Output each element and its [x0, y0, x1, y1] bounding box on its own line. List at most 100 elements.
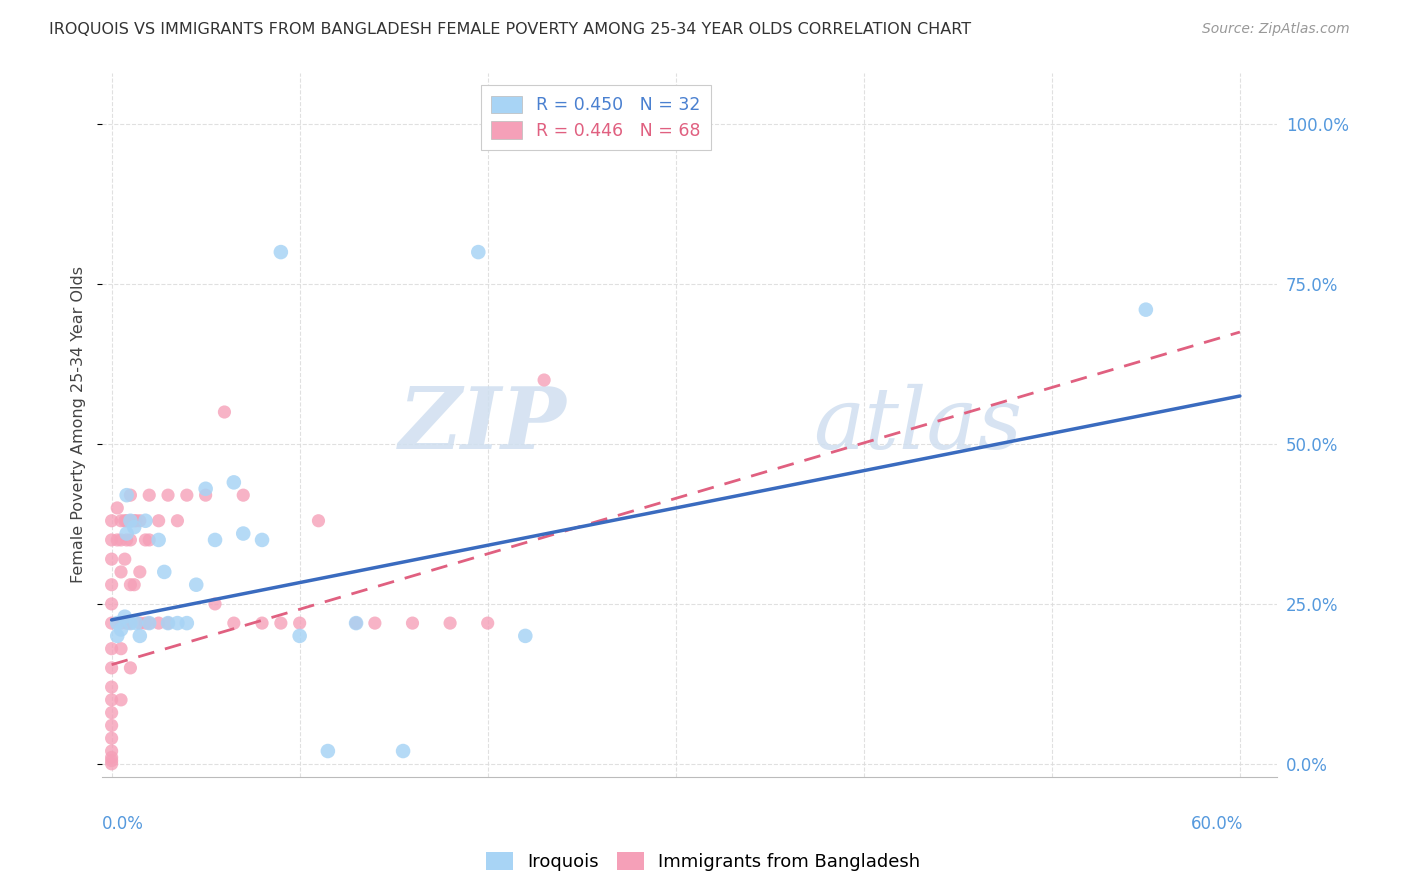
- Point: [105, 500, 128, 515]
- Text: atlas: atlas: [813, 384, 1022, 467]
- Point: [110, 616, 132, 631]
- Point: [166, 616, 188, 631]
- Point: [138, 533, 160, 547]
- Point: [100, 514, 122, 528]
- Text: IROQUOIS VS IMMIGRANTS FROM BANGLADESH FEMALE POVERTY AMONG 25-34 YEAR OLDS CORR: IROQUOIS VS IMMIGRANTS FROM BANGLADESH F…: [49, 22, 972, 37]
- Point: [125, 514, 148, 528]
- Point: [100, 693, 122, 707]
- Point: [110, 641, 132, 656]
- Point: [100, 552, 122, 566]
- Point: [148, 616, 170, 631]
- Point: [105, 616, 128, 631]
- Point: [110, 693, 132, 707]
- Point: [115, 526, 138, 541]
- Point: [100, 680, 122, 694]
- Point: [100, 756, 122, 771]
- Point: [364, 616, 387, 631]
- Point: [1135, 302, 1157, 317]
- Point: [222, 616, 245, 631]
- Point: [100, 754, 122, 768]
- Point: [110, 514, 132, 528]
- Point: [120, 616, 142, 631]
- Point: [115, 514, 138, 528]
- Point: [204, 533, 226, 547]
- Point: [120, 661, 142, 675]
- Point: [439, 616, 461, 631]
- Point: [214, 405, 236, 419]
- Point: [176, 488, 198, 502]
- Point: [134, 616, 156, 631]
- Text: Source: ZipAtlas.com: Source: ZipAtlas.com: [1202, 22, 1350, 37]
- Point: [270, 245, 292, 260]
- Point: [122, 578, 145, 592]
- Legend: R = 0.450   N = 32, R = 0.446   N = 68: R = 0.450 N = 32, R = 0.446 N = 68: [481, 85, 711, 151]
- Point: [157, 616, 180, 631]
- Point: [270, 616, 292, 631]
- Point: [157, 616, 180, 631]
- Y-axis label: Female Poverty Among 25-34 Year Olds: Female Poverty Among 25-34 Year Olds: [72, 267, 86, 583]
- Point: [166, 514, 188, 528]
- Point: [401, 616, 423, 631]
- Point: [138, 616, 160, 631]
- Point: [344, 616, 367, 631]
- Point: [100, 533, 122, 547]
- Point: [115, 533, 138, 547]
- Point: [138, 488, 160, 502]
- Legend: Iroquois, Immigrants from Bangladesh: Iroquois, Immigrants from Bangladesh: [478, 846, 928, 879]
- Point: [288, 616, 311, 631]
- Point: [308, 514, 330, 528]
- Point: [128, 514, 150, 528]
- Point: [138, 616, 160, 631]
- Point: [194, 482, 217, 496]
- Point: [100, 641, 122, 656]
- Point: [120, 578, 142, 592]
- Point: [288, 629, 311, 643]
- Point: [392, 744, 415, 758]
- Point: [105, 533, 128, 547]
- Point: [186, 578, 208, 592]
- Point: [467, 245, 489, 260]
- Text: ZIP: ZIP: [398, 383, 567, 467]
- Point: [204, 597, 226, 611]
- Point: [222, 475, 245, 490]
- Point: [120, 488, 142, 502]
- Point: [316, 744, 339, 758]
- Point: [128, 565, 150, 579]
- Point: [100, 578, 122, 592]
- Point: [128, 616, 150, 631]
- Point: [100, 750, 122, 764]
- Point: [250, 616, 273, 631]
- Point: [176, 616, 198, 631]
- Point: [120, 514, 142, 528]
- Point: [110, 565, 132, 579]
- Point: [110, 533, 132, 547]
- Point: [114, 514, 136, 528]
- Point: [344, 616, 367, 631]
- Point: [515, 629, 537, 643]
- Point: [250, 533, 273, 547]
- Point: [122, 514, 145, 528]
- Point: [115, 616, 138, 631]
- Point: [232, 526, 254, 541]
- Point: [120, 514, 142, 528]
- Point: [120, 533, 142, 547]
- Point: [232, 488, 254, 502]
- Point: [122, 520, 145, 534]
- Point: [120, 616, 142, 631]
- Point: [153, 565, 176, 579]
- Text: 0.0%: 0.0%: [103, 815, 143, 833]
- Point: [100, 744, 122, 758]
- Point: [100, 706, 122, 720]
- Point: [100, 616, 122, 631]
- Point: [194, 488, 217, 502]
- Point: [477, 616, 499, 631]
- Point: [100, 661, 122, 675]
- Point: [100, 731, 122, 746]
- Point: [148, 533, 170, 547]
- Point: [110, 623, 132, 637]
- Point: [100, 597, 122, 611]
- Point: [128, 629, 150, 643]
- Point: [134, 514, 156, 528]
- Point: [114, 552, 136, 566]
- Point: [115, 488, 138, 502]
